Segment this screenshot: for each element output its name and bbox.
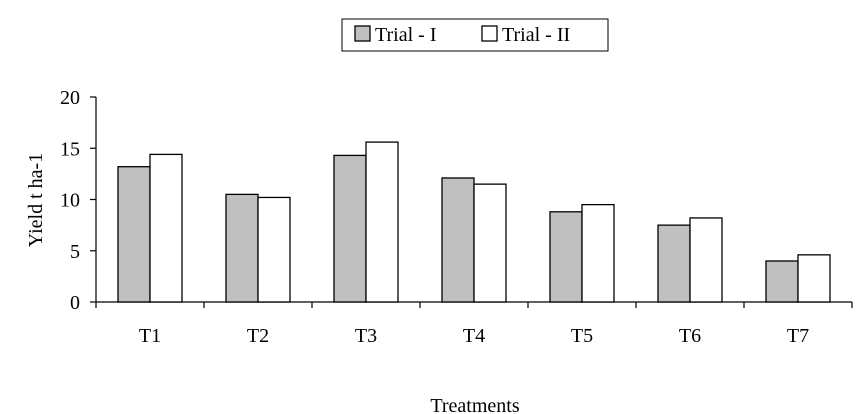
bar-trial-2 (797, 254, 831, 303)
bar-trial-1 (549, 211, 583, 303)
y-tick-label: 20 (60, 87, 80, 109)
x-tick-label: T6 (679, 325, 701, 347)
bar-trial-2 (473, 183, 507, 303)
y-axis-label: Yield t ha-1 (25, 153, 47, 247)
bar-trial-2 (149, 153, 183, 303)
x-tick-label: T5 (571, 325, 593, 347)
legend-label-trial-2: Trial - II (502, 24, 570, 46)
bar-trial-1 (657, 224, 691, 303)
x-axis-label: Treatments (430, 395, 519, 414)
plot-area: 0 5 10 15 20 T1 T2 T3 T4 T5 T6 T7 (60, 87, 853, 347)
y-tick-label: 15 (60, 138, 80, 160)
x-tick-label: T7 (787, 325, 809, 347)
y-tick-label: 0 (70, 292, 80, 314)
bar-trial-2 (257, 196, 291, 303)
bar-trial-1 (441, 177, 475, 303)
x-tick-label: T1 (139, 325, 161, 347)
legend-swatch-trial-1 (354, 25, 371, 42)
bar-trial-2 (689, 217, 723, 303)
y-tick-label: 10 (60, 190, 80, 212)
bar-trial-1 (333, 154, 367, 303)
legend: Trial - I Trial - II (341, 18, 609, 52)
bar-trial-1 (117, 166, 151, 303)
x-tick-label: T3 (355, 325, 377, 347)
bar-trial-2 (365, 141, 399, 303)
x-tick-label: T4 (463, 325, 485, 347)
legend-label-trial-1: Trial - I (375, 24, 436, 46)
bar-trial-1 (225, 193, 259, 303)
y-tick-label: 5 (70, 241, 80, 263)
bar-trial-1 (765, 260, 799, 303)
legend-swatch-trial-2 (481, 25, 498, 42)
x-tick-label: T2 (247, 325, 269, 347)
bar-trial-2 (581, 203, 615, 303)
